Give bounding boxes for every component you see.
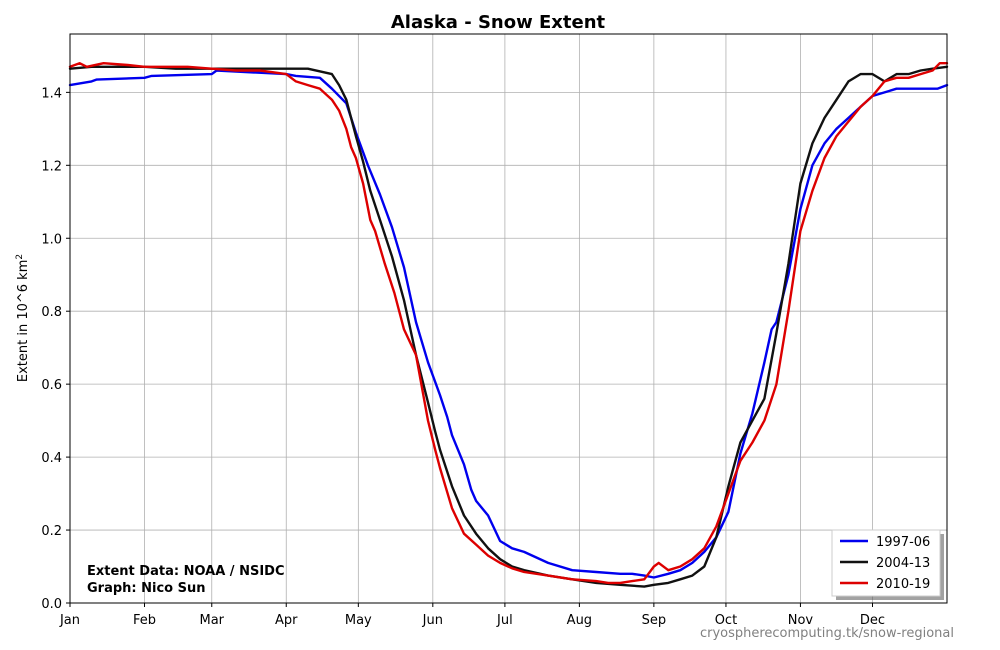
legend-label-2004-13: 2004-13 xyxy=(876,556,930,571)
y-axis-label-superscript: 2 xyxy=(15,254,25,260)
x-tick-label: May xyxy=(345,613,372,628)
chart-title: Alaska - Snow Extent xyxy=(391,12,606,33)
legend-label-1997-06: 1997-06 xyxy=(876,535,930,550)
annotation-data-source: Extent Data: NOAA / NSIDC xyxy=(87,564,284,579)
x-tick-label: Jul xyxy=(496,613,513,628)
x-tick-label: Nov xyxy=(788,613,814,628)
legend: 1997-06 2004-13 2010-19 xyxy=(831,529,944,600)
y-tick-label: 0.8 xyxy=(41,305,62,320)
plot-area-frame xyxy=(69,33,948,604)
y-tick-label: 1.2 xyxy=(41,159,62,174)
series-lines xyxy=(68,62,949,588)
x-tick-label: Dec xyxy=(860,613,885,628)
y-tick-label: 0.6 xyxy=(41,378,62,393)
x-tick-label: Oct xyxy=(715,613,737,628)
y-axis-label-main: Extent in 10^6 km xyxy=(16,260,31,382)
y-tick-label: 0.2 xyxy=(41,524,62,539)
x-tick-label: Aug xyxy=(567,613,592,628)
grid xyxy=(70,34,947,603)
y-tick-label: 0.4 xyxy=(41,451,62,466)
x-tick-label: Apr xyxy=(275,613,298,628)
x-tick-label: Sep xyxy=(642,613,667,628)
x-tick-label: Jun xyxy=(422,613,443,628)
legend-label-2010-19: 2010-19 xyxy=(876,577,930,592)
x-tick-label: Mar xyxy=(199,613,224,628)
axis-ticks: Jan Feb Mar Apr May Jun Jul Aug Sep Oct Nov Dec 0.0 0… xyxy=(41,86,885,628)
y-axis-label: Extent in 10^6 km2 xyxy=(15,254,31,382)
watermark-url: cryospherecomputing.tk/snow-regional xyxy=(700,626,954,641)
y-tick-label: 1.0 xyxy=(41,232,62,247)
x-tick-label: Jan xyxy=(59,613,80,628)
series-line-1997-06 xyxy=(68,69,949,579)
annotation-graph-author: Graph: Nico Sun xyxy=(87,581,206,596)
x-tick-label: Feb xyxy=(133,613,156,628)
series-line-2010-19 xyxy=(68,62,949,585)
y-tick-label: 0.0 xyxy=(41,597,62,612)
y-tick-label: 1.4 xyxy=(41,86,62,101)
